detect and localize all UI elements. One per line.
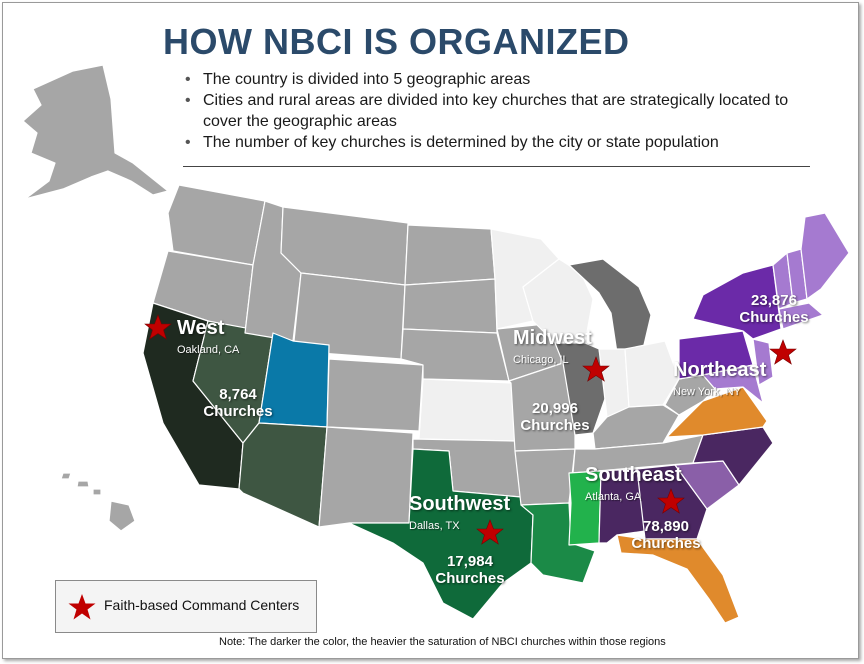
region-midwest-count-word: Churches <box>520 417 590 434</box>
bullet-item: The number of key churches is determined… <box>183 132 823 153</box>
region-west-count-number: 8,764 <box>219 386 257 403</box>
region-southeast-count: 78,890 Churches <box>629 518 703 552</box>
state-massachusetts <box>778 302 824 330</box>
star-icon-west <box>144 314 172 340</box>
region-southwest-count: 17,984 Churches <box>433 553 507 587</box>
bullet-list: The country is divided into 5 geographic… <box>183 69 823 153</box>
star-icon-southwest <box>476 519 504 545</box>
legend-label: Faith-based Command Centers <box>104 597 300 613</box>
region-southwest-name: Southwest <box>409 493 511 515</box>
state-arkansas <box>514 448 576 506</box>
divider <box>183 166 810 167</box>
region-southwest-count-number: 17,984 <box>447 553 493 570</box>
region-northeast-count: 23,876 Churches <box>737 292 811 326</box>
state-new-jersey <box>752 338 774 386</box>
state-south-dakota <box>402 278 498 334</box>
state-maryland <box>702 364 764 404</box>
state-kansas <box>418 378 516 442</box>
state-arizona <box>238 422 328 528</box>
region-west-count: 8,764 Churches <box>201 386 275 420</box>
page-title: HOW NBCI IS ORGANIZED <box>163 21 630 62</box>
region-northeast-count-number: 23,876 <box>751 292 797 309</box>
region-northeast-name: Northeast <box>673 359 767 381</box>
region-southeast-count-number: 78,890 <box>643 518 689 535</box>
region-west-count-word: Churches <box>203 403 273 420</box>
state-texas <box>348 448 534 620</box>
star-icon-northeast <box>769 339 797 365</box>
region-southwest-count-word: Churches <box>435 570 505 587</box>
state-colorado <box>326 358 424 432</box>
region-west-name: West <box>177 317 225 339</box>
footnote: Note: The darker the color, the heavier … <box>219 636 666 648</box>
bullet-item: Cities and rural areas are divided into … <box>183 90 823 132</box>
state-ohio <box>624 340 680 408</box>
bullet-item: The country is divided into 5 geographic… <box>183 69 823 90</box>
state-maine <box>800 212 850 300</box>
state-alaska <box>22 64 169 200</box>
state-north-dakota <box>404 224 496 286</box>
us-map <box>22 64 850 624</box>
state-hawaii-island <box>60 472 102 496</box>
region-southeast-name: Southeast <box>585 464 682 486</box>
state-indiana <box>598 348 630 418</box>
region-west-city: Oakland, CA <box>177 344 240 356</box>
region-northeast-count-word: Churches <box>739 309 809 326</box>
state-wisconsin <box>522 258 594 344</box>
region-midwest-count-number: 20,996 <box>532 400 578 417</box>
state-louisiana <box>520 502 596 584</box>
state-hawaii <box>108 500 136 532</box>
region-midwest-name: Midwest <box>513 327 592 349</box>
state-new-mexico <box>318 426 414 528</box>
region-southwest-city: Dallas, TX <box>409 520 460 532</box>
state-mississippi <box>568 470 602 546</box>
region-midwest-count: 20,996 Churches <box>518 400 592 434</box>
region-northeast-city: New York, NY <box>673 386 741 398</box>
region-southeast-city: Atlanta, GA <box>585 491 642 503</box>
star-icon <box>68 594 96 620</box>
region-midwest-city: Chicago, IL <box>513 354 569 366</box>
region-southeast-count-word: Churches <box>631 535 701 552</box>
state-florida <box>616 534 740 624</box>
star-icon-midwest <box>582 356 610 382</box>
legend-box: Faith-based Command Centers <box>55 580 317 633</box>
star-icon-southeast <box>657 488 685 514</box>
